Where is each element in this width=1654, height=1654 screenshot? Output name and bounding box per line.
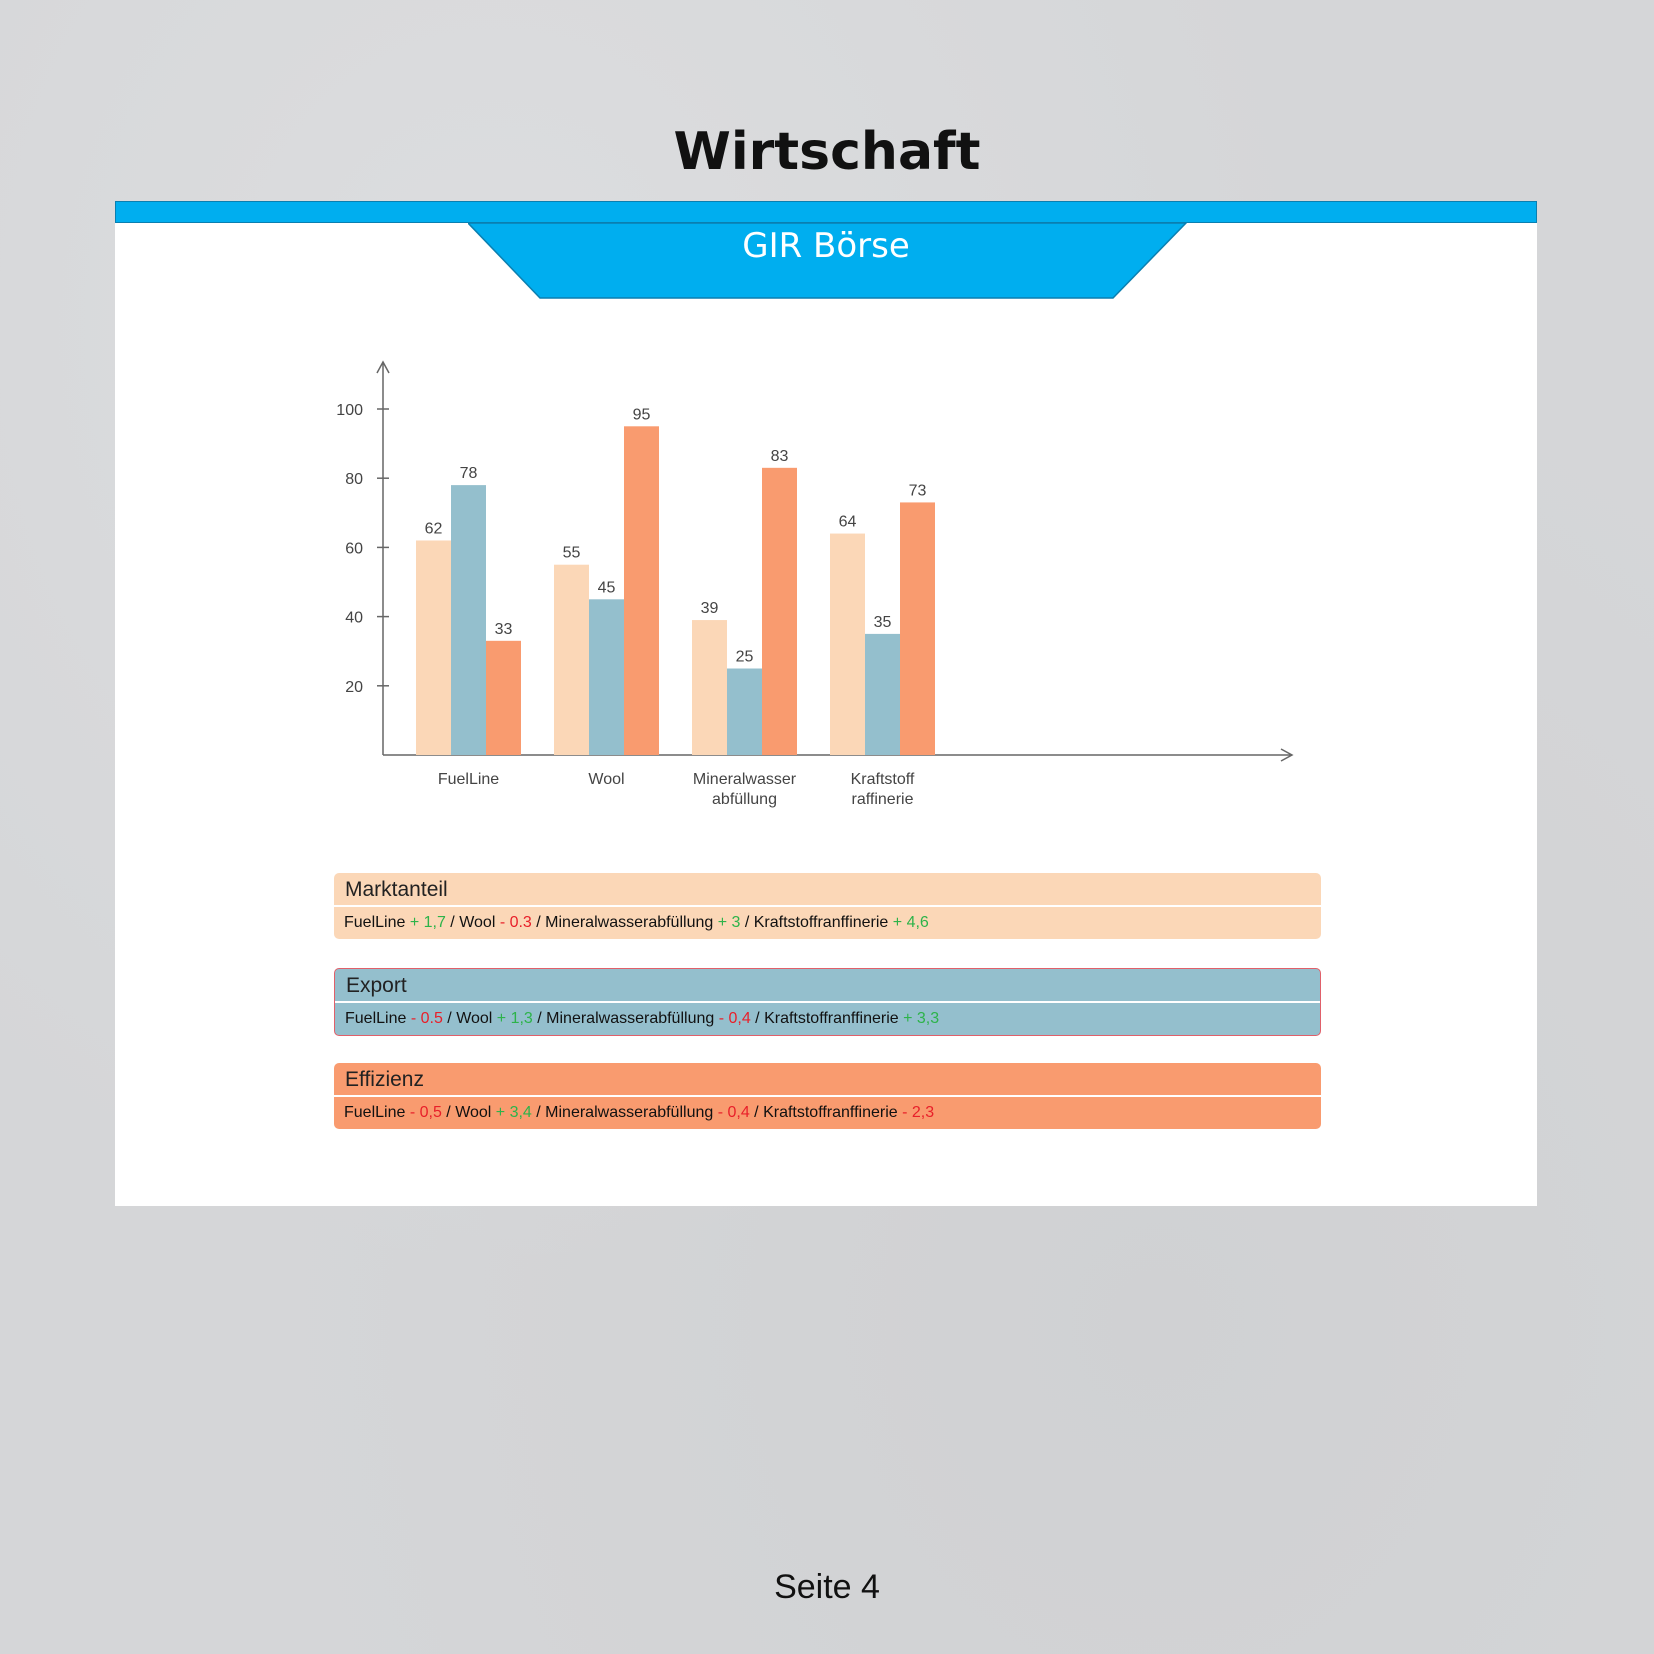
company-name: Kraftstoffranffinerie: [763, 1104, 903, 1121]
y-tick-label: 40: [345, 610, 363, 627]
bar-value-label: 39: [701, 600, 719, 617]
company-name: Wool: [455, 1104, 496, 1121]
y-axis-arrow: [376, 360, 390, 374]
content-panel: GIR Börse 20 40 60 80 100 62 78 33 FuelLine 55 45 9…: [115, 201, 1537, 1206]
separator: /: [532, 1010, 547, 1027]
separator: /: [441, 1104, 456, 1121]
x-tick-label: Wool: [588, 771, 624, 788]
separator: /: [442, 1010, 457, 1027]
stat-box-effizienz: Effizienz FuelLine - 0,5 / Wool + 3,4 / M…: [334, 1063, 1321, 1129]
page-number: Seite 4: [774, 1568, 880, 1606]
change-value: - 0,4: [718, 1010, 751, 1027]
bar-effizienz: [486, 640, 521, 755]
bar-effizienz: [624, 426, 659, 755]
page-title: Wirtschaft: [673, 122, 981, 182]
bar-value-label: 83: [771, 448, 789, 465]
x-tick-label: FuelLine: [438, 771, 499, 788]
bar-value-label: 62: [425, 520, 443, 537]
x-tick-label: Mineralwasser: [693, 771, 797, 788]
bar-export: [589, 599, 624, 755]
change-value: + 3,3: [903, 1010, 940, 1027]
change-value: - 0.5: [410, 1010, 443, 1027]
company-name: Wool: [456, 1010, 497, 1027]
separator: /: [445, 914, 460, 931]
company-name: Wool: [459, 914, 500, 931]
y-tick-label: 20: [345, 679, 363, 696]
change-value: + 1,3: [496, 1010, 533, 1027]
bar-export: [727, 668, 762, 755]
separator: /: [531, 1104, 546, 1121]
banner-tab: [468, 223, 1188, 299]
x-tick-label: raffinerie: [852, 791, 914, 808]
x-axis-arrow: [1280, 748, 1294, 762]
y-tick-label: 60: [345, 540, 363, 557]
company-name: Mineralwasserabfüllung: [545, 914, 718, 931]
company-name: FuelLine: [344, 1104, 410, 1121]
banner-title: GIR Börse: [742, 226, 910, 266]
stat-box-body: FuelLine - 0,5 / Wool + 3,4 / Mineralwas…: [334, 1097, 1321, 1129]
stat-box-title: Export: [335, 969, 1320, 1003]
change-value: - 0.3: [499, 914, 532, 931]
change-value: - 0,5: [409, 1104, 442, 1121]
bar-marktanteil: [416, 540, 451, 755]
stat-box-export: Export FuelLine - 0.5 / Wool + 1,3 / Mine…: [334, 968, 1321, 1036]
company-name: FuelLine: [345, 1010, 411, 1027]
company-name: FuelLine: [344, 914, 410, 931]
separator: /: [749, 1104, 764, 1121]
company-name: Kraftstoffranffinerie: [764, 1010, 904, 1027]
bar-value-label: 73: [909, 482, 927, 499]
separator: /: [531, 914, 546, 931]
company-name: Mineralwasserabfüllung: [546, 1010, 719, 1027]
y-tick-label: 80: [345, 471, 363, 488]
bar-value-label: 45: [598, 579, 616, 596]
change-value: + 4,6: [892, 914, 929, 931]
separator: /: [740, 914, 754, 931]
bar-value-label: 33: [495, 621, 513, 638]
company-name: Mineralwasserabfüllung: [545, 1104, 718, 1121]
change-value: + 3: [717, 914, 741, 931]
bar-value-label: 25: [736, 649, 754, 666]
bar-value-label: 55: [563, 545, 581, 562]
bar-marktanteil: [554, 564, 589, 755]
bar-chart: 20 40 60 80 100 62 78 33 FuelLine 55 45 95 Wool 39 25 8…: [336, 360, 1294, 808]
bar-export: [451, 485, 486, 755]
change-value: - 2,3: [902, 1104, 935, 1121]
change-value: + 1,7: [409, 914, 446, 931]
bar-marktanteil: [692, 620, 727, 755]
stat-box-title: Effizienz: [334, 1063, 1321, 1097]
separator: /: [750, 1010, 765, 1027]
stat-box-body: FuelLine - 0.5 / Wool + 1,3 / Mineralwas…: [335, 1003, 1320, 1035]
stat-box-title: Marktanteil: [334, 873, 1321, 907]
bar-value-label: 64: [839, 514, 857, 531]
change-value: + 3,4: [495, 1104, 532, 1121]
y-tick-label: 100: [336, 402, 363, 419]
change-value: - 0,4: [717, 1104, 750, 1121]
bar-value-label: 95: [633, 406, 651, 423]
bar-effizienz: [900, 502, 935, 755]
stat-box-body: FuelLine + 1,7 / Wool - 0.3 / Mineralwas…: [334, 907, 1321, 939]
x-tick-label: abfüllung: [712, 791, 777, 808]
bar-marktanteil: [830, 533, 865, 755]
stat-box-marktanteil: Marktanteil FuelLine + 1,7 / Wool - 0.3 /…: [334, 873, 1321, 939]
bar-value-label: 35: [874, 614, 892, 631]
bar-export: [865, 633, 900, 755]
bar-effizienz: [762, 467, 797, 755]
x-tick-label: Kraftstoff: [851, 771, 915, 788]
bar-value-label: 78: [460, 465, 478, 482]
company-name: Kraftstoffranffinerie: [753, 914, 893, 931]
